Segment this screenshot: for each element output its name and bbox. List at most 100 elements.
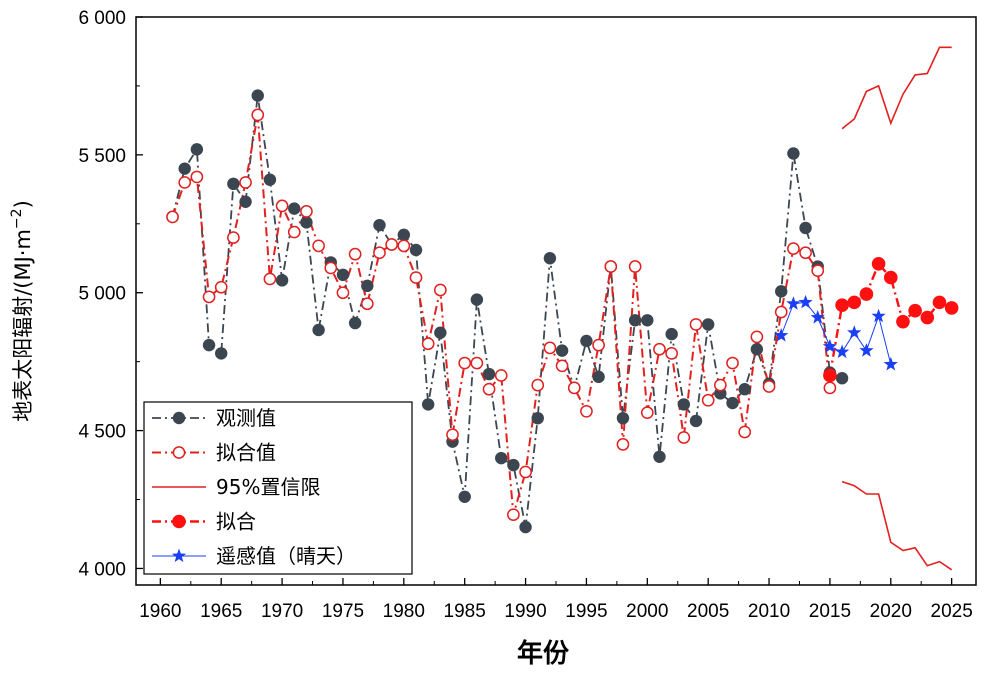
fitted-point — [580, 404, 593, 418]
observed-point — [421, 398, 435, 411]
fitted-point — [458, 356, 472, 370]
projection-point — [847, 295, 862, 310]
x-axis-label: 年份 — [517, 638, 569, 669]
projection-point — [944, 301, 959, 315]
observed-point — [434, 326, 447, 339]
fitted-point — [202, 290, 216, 304]
observed-point — [336, 268, 350, 282]
remote-sensing-point — [786, 296, 801, 310]
remote-sensing-point — [798, 294, 813, 309]
observed-point — [787, 147, 800, 160]
y-tick-label: 6 000 — [78, 8, 126, 29]
observed-point — [470, 293, 484, 306]
fitted-point — [713, 378, 727, 392]
remote-sensing-point — [883, 356, 898, 371]
observed-point — [799, 221, 812, 235]
x-tick-label: 1995 — [565, 601, 607, 622]
observed-point — [531, 411, 544, 425]
observed-point — [190, 143, 204, 156]
fitted-point — [409, 271, 423, 284]
x-tick-label: 1970 — [261, 601, 303, 622]
fitted-point — [239, 176, 252, 189]
observed-point — [495, 451, 508, 465]
observed-line — [171, 95, 843, 528]
observed-point — [689, 414, 703, 428]
projection-point — [920, 310, 935, 325]
observed-point — [580, 334, 593, 348]
observed-point — [312, 323, 325, 337]
x-tick-label: 1975 — [322, 601, 364, 622]
observed-point — [275, 274, 289, 287]
fitted-point — [531, 378, 545, 392]
fitted-point — [787, 242, 800, 255]
observed-point — [458, 490, 471, 503]
observed-point — [628, 314, 642, 327]
fitted-point — [494, 369, 508, 382]
y-tick-label: 4 500 — [78, 422, 126, 443]
projection-point — [823, 368, 837, 383]
fitted-point — [275, 199, 289, 213]
observed-point — [288, 202, 301, 215]
fitted-point — [470, 356, 484, 370]
projection-point — [896, 314, 910, 329]
observed-point — [665, 327, 678, 341]
observed-point — [653, 450, 666, 463]
x-tick-label: 2010 — [748, 601, 790, 622]
ci-upper-line — [841, 46, 952, 130]
observed-point — [543, 252, 557, 265]
ci-lower-line — [841, 480, 953, 571]
x-tick-label: 2020 — [870, 601, 912, 622]
observed-point — [641, 314, 654, 327]
fitted-point — [507, 508, 520, 522]
fitted-point — [653, 342, 666, 356]
legend-marker — [171, 548, 187, 563]
fitted-point — [178, 176, 192, 189]
remote-sensing-point — [871, 308, 886, 323]
fitted-point — [190, 170, 204, 184]
observed-point — [519, 520, 532, 534]
fitted-point — [726, 356, 739, 370]
fitted-point — [433, 283, 447, 297]
fitted-point — [592, 338, 605, 352]
fitted-point — [446, 428, 459, 442]
y-tick-label: 4 000 — [78, 559, 126, 580]
observed-point — [361, 279, 374, 293]
fitted-point — [543, 341, 557, 355]
fitted-point — [385, 238, 399, 251]
observed-point — [835, 372, 849, 385]
legend-label: 观测值 — [216, 406, 276, 430]
observed-point — [701, 318, 715, 331]
remote-sensing-point — [859, 343, 874, 357]
x-tick-label: 1985 — [444, 601, 486, 622]
observed-point — [215, 347, 228, 360]
fitted-point — [738, 425, 752, 439]
x-tick-label: 2005 — [687, 601, 729, 622]
remote-sensing-point — [835, 344, 850, 359]
fitted-point — [567, 381, 581, 395]
y-tick-label: 5 000 — [78, 284, 126, 305]
projection-point — [908, 303, 922, 318]
x-tick-label: 2025 — [931, 601, 973, 622]
x-tick-label: 1980 — [383, 601, 425, 622]
observed-point — [616, 411, 630, 425]
fitted-point — [373, 246, 386, 260]
remote-sensing-point — [822, 339, 837, 353]
observed-point — [348, 316, 362, 330]
observed-point — [677, 398, 691, 411]
fitted-point — [616, 438, 630, 451]
observed-point — [726, 396, 739, 410]
remote-sensing-point — [810, 310, 825, 324]
fitted-point — [701, 393, 715, 407]
axis-ticks: 1960 1965 1970 1975 1980 1985 1990 1995 2000 2005… — [78, 8, 972, 622]
observed-point — [592, 370, 605, 384]
fitted-point — [689, 318, 703, 331]
observed-point — [738, 383, 751, 396]
observed-point — [555, 344, 569, 357]
fitted-point — [555, 359, 569, 373]
observed-point — [482, 367, 496, 381]
y-tick-label: 5 500 — [78, 146, 126, 167]
fitted-point — [421, 337, 435, 351]
legend-label: 遥感值（晴天） — [216, 544, 356, 568]
fitted-point — [774, 305, 788, 319]
fitted-point — [251, 108, 265, 122]
